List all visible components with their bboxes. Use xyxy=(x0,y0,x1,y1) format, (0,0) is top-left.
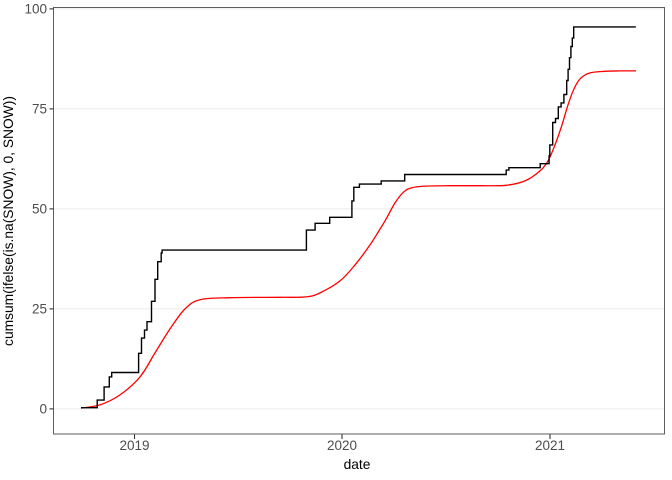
svg-text:2020: 2020 xyxy=(327,438,357,453)
svg-text:2019: 2019 xyxy=(119,438,149,453)
svg-text:100: 100 xyxy=(24,2,47,17)
svg-text:2021: 2021 xyxy=(535,438,565,453)
svg-text:cumsum(ifelse(is.na(SNOW), 0,: cumsum(ifelse(is.na(SNOW), 0, SNOW)) xyxy=(1,96,16,346)
svg-text:50: 50 xyxy=(32,202,47,217)
svg-text:0: 0 xyxy=(39,402,47,417)
svg-text:date: date xyxy=(344,457,371,472)
svg-text:75: 75 xyxy=(32,102,47,117)
svg-text:25: 25 xyxy=(32,302,47,317)
